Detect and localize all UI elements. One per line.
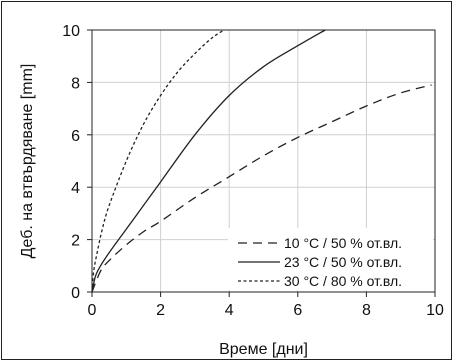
y-tick-label: 2	[71, 233, 80, 250]
x-tick-label: 2	[156, 302, 165, 319]
y-tick-label: 0	[71, 285, 80, 302]
series-line-2	[91, 29, 326, 293]
legend: 10 °C / 50 % от.вл. 23 °C / 50 % от.вл. 30…	[228, 228, 433, 290]
x-tick-label: 8	[362, 302, 371, 319]
legend-label-2: 23 °C / 50 % от.вл.	[284, 254, 402, 270]
y-tick-label: 4	[71, 180, 80, 197]
x-tick-label: 10	[426, 302, 444, 319]
series-layer	[91, 29, 432, 293]
x-tick-label: 4	[225, 302, 234, 319]
ticks: 0 2 4 6 8 10 0 2 4 6 8 10	[62, 23, 444, 319]
legend-label-1: 10 °C / 50 % от.вл.	[284, 235, 402, 251]
x-axis-title: Време [дни]	[219, 341, 308, 358]
y-tick-label: 8	[71, 75, 80, 92]
x-tick-label: 6	[293, 302, 302, 319]
y-tick-label: 6	[71, 128, 80, 145]
series-line-1	[91, 84, 432, 293]
x-tick-label: 0	[88, 302, 97, 319]
y-axis-title: Деб. на втвърдяване [mm]	[19, 64, 36, 259]
series-line-3	[91, 29, 225, 293]
legend-background	[228, 228, 433, 290]
line-chart: 0 2 4 6 8 10 0 2 4 6 8 10 Време [дни] Деб. на втвър…	[19, 23, 444, 358]
chart-frame: 0 2 4 6 8 10 0 2 4 6 8 10 Време [дни] Деб. на втвър…	[1, 1, 452, 360]
plot-area-border	[91, 29, 436, 293]
legend-label-3: 30 °C / 80 % от.вл.	[284, 273, 402, 289]
y-tick-label: 10	[62, 23, 80, 40]
